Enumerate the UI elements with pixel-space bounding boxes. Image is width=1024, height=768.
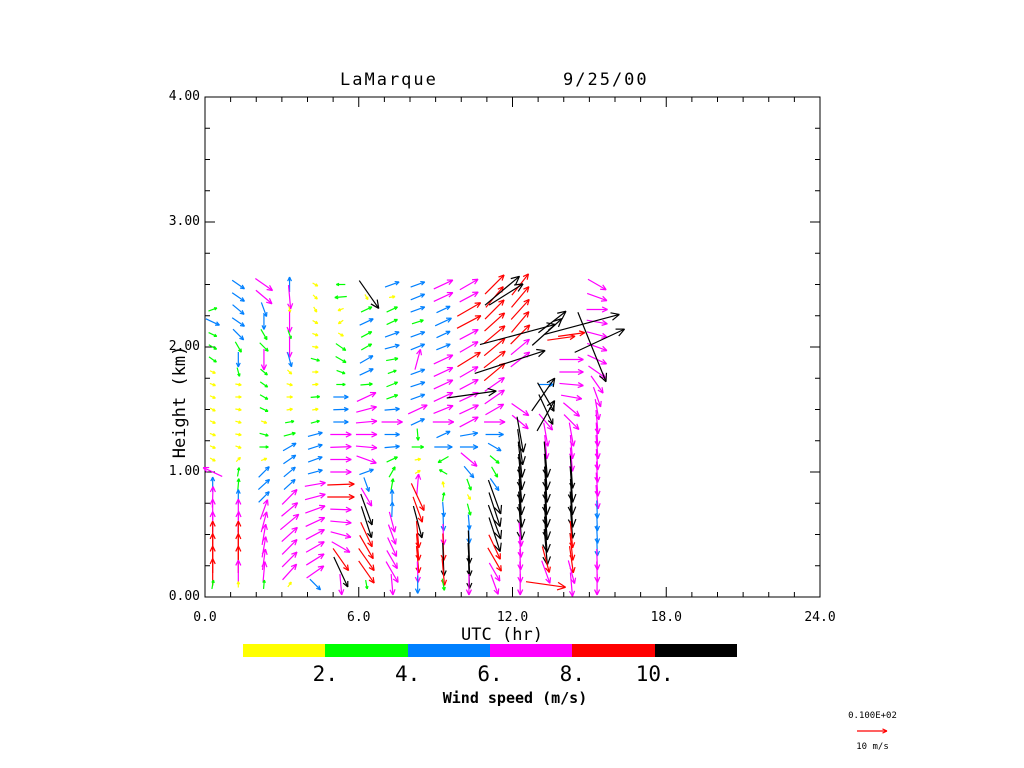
colorbar-label: 10. [635, 662, 674, 686]
y-tick-label: 3.00 [168, 214, 200, 229]
reference-arrow [857, 728, 888, 734]
y-tick-label: 2.00 [168, 339, 200, 354]
colorbar-segment-yellow [243, 644, 326, 657]
plot-frame [204, 96, 821, 598]
colorbar-label: 4. [395, 662, 421, 686]
colorbar-segment-blue [407, 644, 490, 657]
colorbar-label: 8. [559, 662, 585, 686]
wind-speed-colorbar [243, 644, 737, 657]
colorbar-label: 6. [477, 662, 503, 686]
x-tick-label: 24.0 [804, 610, 836, 625]
x-tick-label: 12.0 [496, 610, 529, 625]
y-tick-label: 0.00 [168, 589, 200, 604]
x-axis-label: UTC (hr) [461, 625, 543, 645]
x-tick-label: 18.0 [650, 610, 682, 625]
wind-vectors [202, 273, 626, 597]
y-tick-label: 4.00 [168, 89, 200, 104]
colorbar-segment-black [654, 644, 737, 657]
colorbar-segment-green [325, 644, 408, 657]
reference-value-text: 0.100E+02 [848, 711, 897, 721]
reference-unit-text: 10 m/s [856, 742, 889, 752]
axis-ticks [204, 96, 821, 598]
y-tick-label: 1.00 [168, 464, 200, 479]
colorbar-label: 2. [312, 662, 338, 686]
x-tick-label: 0.0 [193, 610, 217, 625]
site-title: LaMarque [340, 70, 438, 90]
x-tick-label: 6.0 [347, 610, 371, 625]
colorbar-segment-red [572, 644, 655, 657]
date-title: 9/25/00 [563, 70, 649, 90]
colorbar-title: Wind speed (m/s) [442, 689, 588, 707]
colorbar-segment-magenta [489, 644, 573, 657]
